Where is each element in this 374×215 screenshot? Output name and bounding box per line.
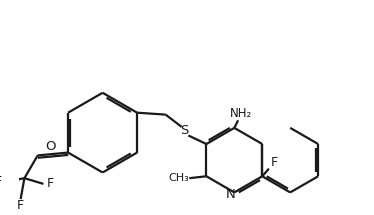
Text: F: F	[17, 199, 24, 212]
Text: NH₂: NH₂	[230, 107, 252, 120]
Text: F: F	[271, 157, 278, 169]
Text: F: F	[0, 175, 2, 189]
Text: S: S	[180, 124, 189, 137]
Text: O: O	[46, 140, 56, 153]
Text: F: F	[46, 177, 53, 190]
Text: N: N	[226, 188, 235, 201]
Text: CH₃: CH₃	[169, 173, 189, 183]
